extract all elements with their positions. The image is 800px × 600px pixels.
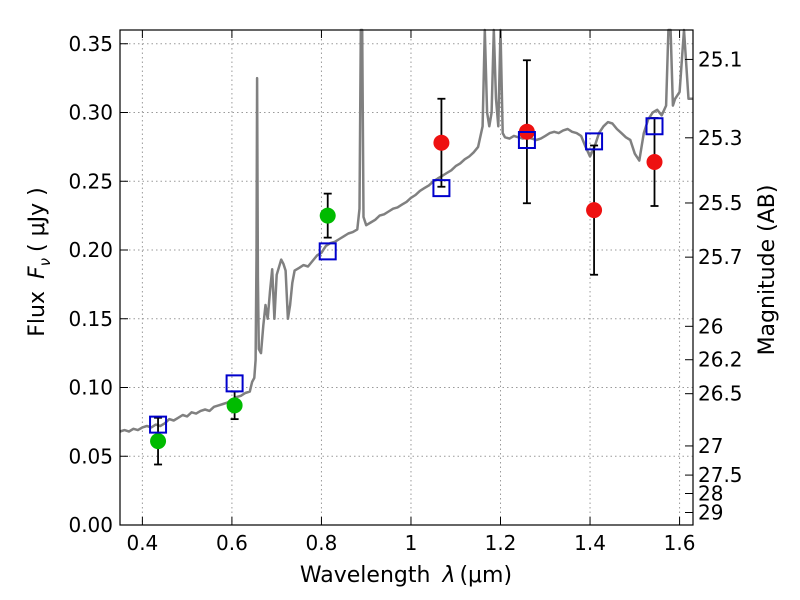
x-tick-label: 1.2 <box>485 531 517 555</box>
green-data-point <box>150 433 167 450</box>
y-tick-label: 0.30 <box>68 101 113 125</box>
green-data-point <box>226 397 243 414</box>
right-tick-label: 26.2 <box>698 348 743 372</box>
right-tick-label: 25.5 <box>698 191 743 215</box>
model-flux-square <box>585 132 604 151</box>
right-tick-label: 27.5 <box>698 463 743 487</box>
right-tick-label: 26.5 <box>698 382 743 406</box>
grid <box>120 30 693 526</box>
right-tick-label: 25.7 <box>698 245 743 269</box>
right-tick-label: 25.3 <box>698 126 743 150</box>
y-tick-label: 0.20 <box>68 238 113 262</box>
model-flux-square <box>432 179 451 198</box>
red-data-point <box>586 202 603 219</box>
y-tick-label: 0.35 <box>68 32 113 56</box>
photometry-points <box>150 123 663 450</box>
model-flux-square <box>225 374 244 393</box>
template-spectrum-line <box>119 28 693 433</box>
model-flux-square <box>645 117 664 136</box>
plot-frame <box>119 29 694 526</box>
right-tick-label: 28 <box>698 482 723 506</box>
x-tick-label: 1.6 <box>664 531 696 555</box>
right-tick-label: 25.1 <box>698 47 743 71</box>
y-tick-label: 0.25 <box>68 169 113 193</box>
x-tick-label: 0.4 <box>126 531 158 555</box>
x-axis-label: Wavelength λ (μm) <box>300 563 512 588</box>
y-tick-label: 0.15 <box>68 307 113 331</box>
model-flux-square <box>149 415 168 434</box>
template-spectrum <box>119 28 693 433</box>
y-tick-label: 0.10 <box>68 376 113 400</box>
y-tick-label: 0.05 <box>68 444 113 468</box>
y-axis-label: FluxFν( μJy ) <box>25 187 54 336</box>
x-tick-label: 0.6 <box>216 531 248 555</box>
model-flux-square <box>517 131 536 149</box>
right-axis-label: Magnitude (AB) <box>755 185 780 356</box>
model-flux-square <box>318 242 337 261</box>
y-tick-label: 0.00 <box>68 513 113 537</box>
right-tick-label: 27 <box>698 434 723 458</box>
green-data-point <box>319 207 336 224</box>
red-data-point <box>646 154 663 170</box>
x-tick-label: 1 <box>405 531 418 555</box>
axis-ticks: 0.4 0.6 0.8 1 1.2 1.4 1.6 0.00 0.05 0.10 0.15 0.20 0… <box>68 30 743 555</box>
right-tick-label: 29 <box>698 500 723 524</box>
x-tick-label: 0.8 <box>306 531 338 555</box>
red-data-point <box>433 134 450 151</box>
right-tick-label: 26 <box>698 314 723 338</box>
x-tick-label: 1.4 <box>574 531 606 555</box>
model-flux-squares <box>149 117 664 434</box>
